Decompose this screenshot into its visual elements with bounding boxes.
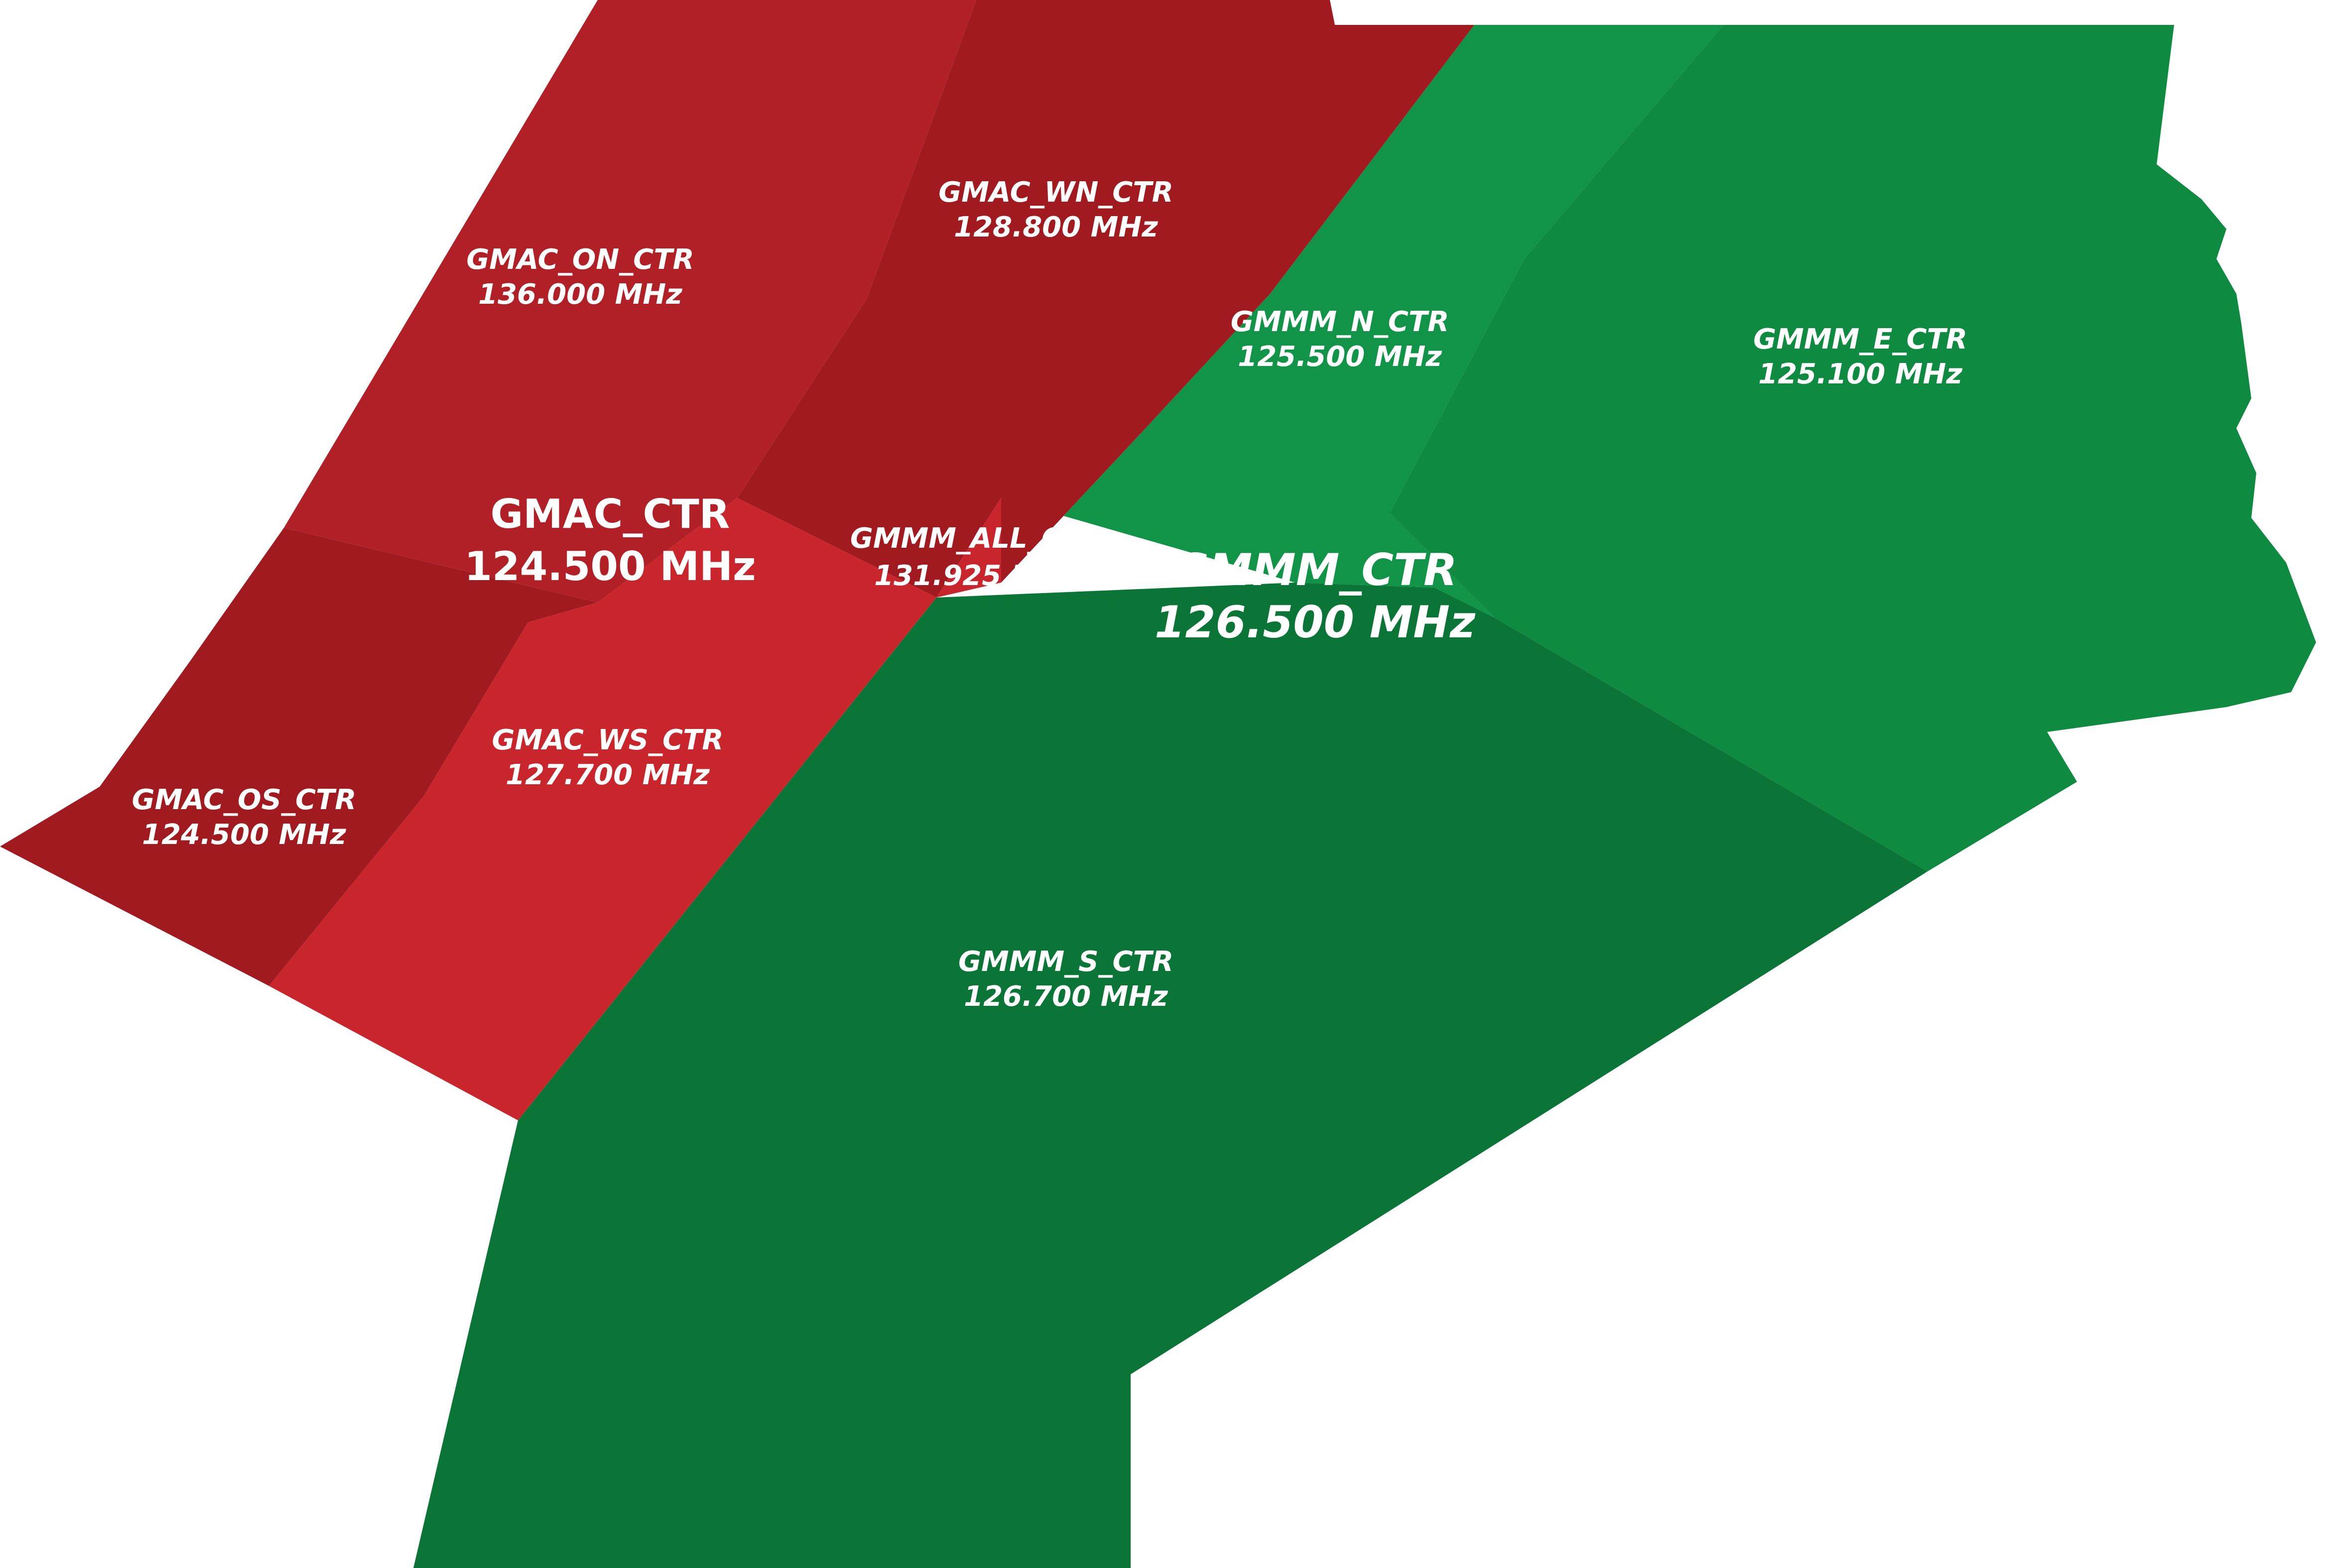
sector-frequency: 128.800 MHz: [954, 211, 1158, 243]
sector-name: GMMM_E_CTR: [1753, 323, 1967, 356]
sector-gmac-os[interactable]: [0, 528, 598, 986]
sector-frequency: 125.500 MHz: [1238, 341, 1442, 373]
sector-gmac-on[interactable]: [284, 0, 976, 603]
sector-gmmm-n[interactable]: [1001, 25, 1723, 617]
label-gmmm-s: GMMM_S_CTR 126.700 MHz: [958, 946, 1173, 1013]
sector-gmmm-e[interactable]: [1390, 25, 2316, 871]
fir-frequency: 126.500 MHz: [1155, 597, 1476, 648]
label-gmmm-fir: GMMM_CTR 126.500 MHz: [1155, 544, 1476, 648]
sector-name: GMAC_ON_CTR: [466, 243, 694, 276]
sector-gmac-ws[interactable]: [269, 498, 936, 1120]
fir-name: GMAC_CTR: [491, 491, 730, 537]
sector-name: GMAC_OS_CTR: [132, 784, 357, 816]
sector-name: GMMM_S_CTR: [958, 946, 1173, 978]
sector-frequency: 136.000 MHz: [478, 278, 682, 311]
label-gmmm-n: GMMM_N_CTR 125.500 MHz: [1231, 306, 1449, 373]
label-gmac-fir: GMAC_CTR 124.500 MHz: [464, 491, 756, 590]
label-gmac-ws: GMAC_WS_CTR 127.700 MHz: [492, 724, 724, 791]
sector-name: GMMM_N_CTR: [1231, 306, 1449, 338]
label-gmmm-all: GMMM_ALL_CTR 131.925 MHz: [850, 522, 1102, 592]
sector-name: GMAC_WN_CTR: [938, 176, 1173, 209]
sector-frequency: 125.100 MHz: [1758, 358, 1962, 390]
label-gmmm-e: GMMM_E_CTR 125.100 MHz: [1753, 323, 1967, 390]
sector-frequency: 124.500 MHz: [142, 819, 346, 851]
label-gmac-os: GMAC_OS_CTR 124.500 MHz: [132, 784, 357, 851]
sector-gmmm-all[interactable]: [737, 498, 1001, 598]
sector-name: GMMM_ALL_CTR: [850, 522, 1102, 555]
fir-name: GMMM_CTR: [1172, 544, 1457, 596]
sector-frequency: 126.700 MHz: [964, 980, 1168, 1013]
label-gmac-on: GMAC_ON_CTR 136.000 MHz: [466, 243, 694, 311]
sector-frequency: 127.700 MHz: [506, 759, 710, 791]
sector-frequency: 131.925 MHz: [874, 560, 1078, 592]
label-gmac-wn: GMAC_WN_CTR 128.800 MHz: [938, 176, 1173, 243]
sector-gmmm-s[interactable]: [413, 583, 1928, 1568]
fir-frequency: 124.500 MHz: [464, 543, 756, 590]
sector-name: GMAC_WS_CTR: [492, 724, 724, 756]
